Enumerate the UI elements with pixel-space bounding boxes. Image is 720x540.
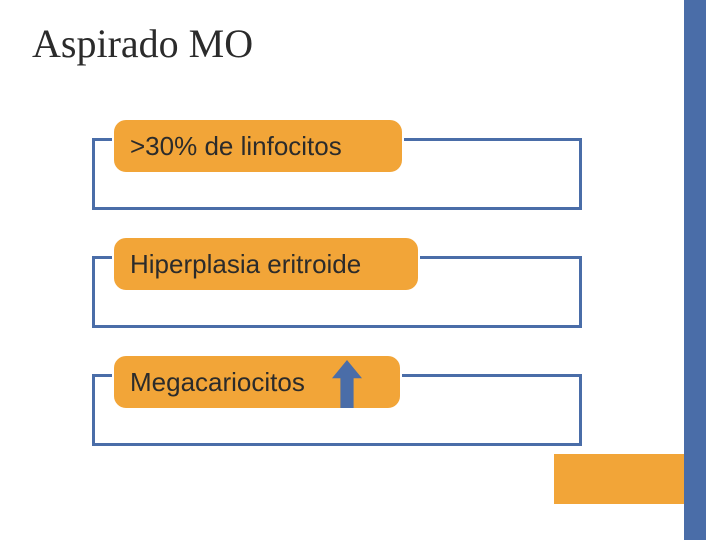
pill-1-label: >30% de linfocitos xyxy=(130,131,342,162)
pill-2-label: Hiperplasia eritroide xyxy=(130,249,361,280)
arrow-up-icon xyxy=(332,360,362,408)
slide-title: Aspirado MO xyxy=(32,20,253,67)
pill-3-label: Megacariocitos xyxy=(130,367,305,398)
pill-1: >30% de linfocitos xyxy=(112,118,404,174)
corner-block xyxy=(554,454,684,504)
slide: Aspirado MO >30% de linfocitos Hiperplas… xyxy=(0,0,720,540)
side-stripe xyxy=(684,0,706,540)
pill-3: Megacariocitos xyxy=(112,354,402,410)
pill-2: Hiperplasia eritroide xyxy=(112,236,420,292)
